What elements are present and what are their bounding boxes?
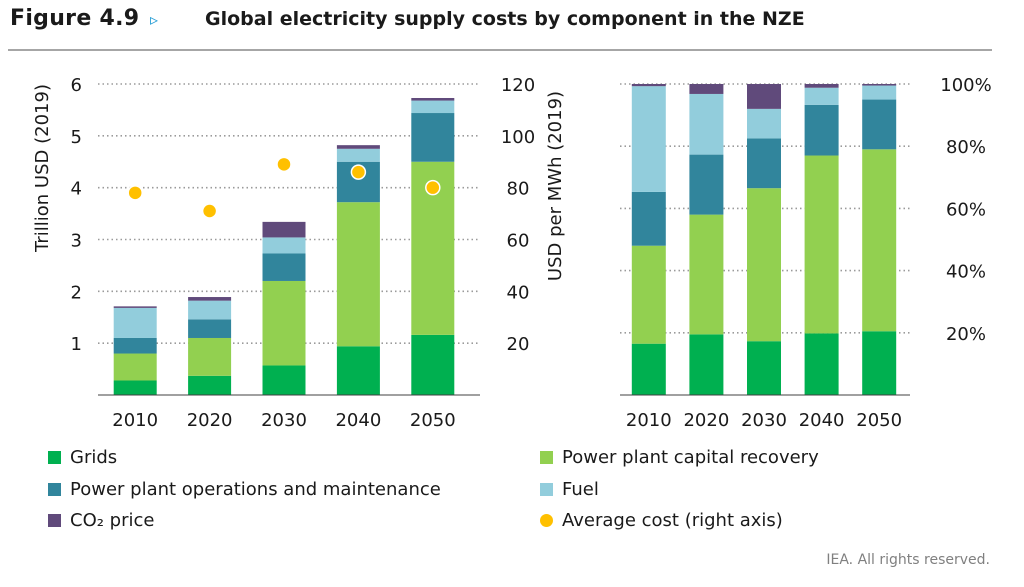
left-bar-co-price-2010 <box>113 306 157 308</box>
left-bar-power-plant-operations-and-maintenance-2050 <box>411 113 455 162</box>
left-bar-fuel-2050 <box>411 100 455 114</box>
right-bar-grids-2030 <box>747 341 781 395</box>
left-bar-co-price-2050 <box>411 97 455 101</box>
right-bar-fuel-2020 <box>689 93 724 155</box>
figure-title: Global electricity supply costs by compo… <box>205 8 805 30</box>
credit-text: IEA. All rights reserved. <box>826 552 990 568</box>
figure-arrow-icon: ▹ <box>150 10 159 29</box>
right-x-tick-label: 2030 <box>741 410 787 431</box>
left-y2-tick-label: 20 <box>507 334 530 355</box>
right-bar-grids-2050 <box>862 331 897 395</box>
right-y-tick-label: 20% <box>946 324 986 345</box>
left-bar-fuel-2030 <box>262 237 306 254</box>
right-bar-co-price-2010 <box>631 84 666 87</box>
right-bar-co-price-2020 <box>689 84 724 94</box>
left-x-tick-label: 2020 <box>187 410 233 431</box>
right-bar-power-plant-capital-recovery-2050 <box>862 149 897 332</box>
left-y-axis-label: Trillion USD (2019) <box>32 84 53 253</box>
right-bar-power-plant-operations-and-maintenance-2010 <box>631 191 666 246</box>
left-right-y-axis-label: USD per MWh (2019) <box>545 91 566 281</box>
left-y-tick-label: 6 <box>71 75 82 96</box>
left-y-tick-label: 5 <box>71 127 82 148</box>
left-x-tick-label: 2050 <box>410 410 456 431</box>
right-bar-grids-2010 <box>631 343 666 395</box>
right-bar-power-plant-capital-recovery-2020 <box>689 214 724 335</box>
right-bar-power-plant-operations-and-maintenance-2040 <box>804 104 839 156</box>
left-y2-tick-label: 120 <box>501 75 535 96</box>
left-bar-power-plant-operations-and-maintenance-2010 <box>113 337 157 354</box>
left-bar-grids-2020 <box>188 375 232 395</box>
left-bar-co-price-2030 <box>262 221 306 238</box>
left-average-cost-points <box>127 156 441 219</box>
left-bar-power-plant-capital-recovery-2020 <box>188 337 232 376</box>
right-bar-power-plant-operations-and-maintenance-2030 <box>747 138 781 189</box>
left-y2-tick-label: 40 <box>507 282 530 303</box>
right-bar-power-plant-capital-recovery-2010 <box>631 245 666 344</box>
right-bar-power-plant-operations-and-maintenance-2020 <box>689 154 724 215</box>
left-gridlines <box>98 83 480 344</box>
right-y-tick-label: 40% <box>946 262 986 283</box>
right-bar-power-plant-capital-recovery-2040 <box>804 155 839 334</box>
left-bar-grids-2010 <box>113 380 157 395</box>
right-x-tick-label: 2050 <box>856 410 902 431</box>
left-average-cost-point-2040 <box>350 164 367 180</box>
left-x-tick-label: 2030 <box>261 410 307 431</box>
left-bar-grids-2050 <box>411 334 455 395</box>
left-bars <box>113 97 455 395</box>
right-bar-power-plant-capital-recovery-2030 <box>747 188 781 342</box>
left-average-cost-point-2010 <box>127 185 143 201</box>
right-bar-fuel-2050 <box>862 85 897 100</box>
right-bar-power-plant-operations-and-maintenance-2050 <box>862 99 897 150</box>
left-bar-grids-2040 <box>336 346 380 395</box>
left-average-cost-point-2050 <box>425 179 441 196</box>
right-bar-fuel-2010 <box>631 86 666 192</box>
left-bar-fuel-2010 <box>113 307 157 338</box>
left-average-cost-point-2030 <box>276 156 292 173</box>
right-y-tick-label: 80% <box>946 137 986 158</box>
right-y-tick-label: 60% <box>946 199 986 220</box>
left-bar-power-plant-operations-and-maintenance-2030 <box>262 253 306 281</box>
right-bar-co-price-2030 <box>747 84 781 109</box>
left-bar-power-plant-capital-recovery-2040 <box>336 202 380 347</box>
left-y-tick-label: 2 <box>71 282 82 303</box>
right-x-tick-label: 2020 <box>683 410 729 431</box>
right-bar-grids-2020 <box>689 334 724 395</box>
right-bars <box>631 84 897 395</box>
left-bar-power-plant-capital-recovery-2010 <box>113 353 157 381</box>
left-bar-co-price-2040 <box>336 145 380 149</box>
right-x-tick-label: 2040 <box>799 410 845 431</box>
left-bar-grids-2030 <box>262 365 306 395</box>
right-axes: 20% 40% 60% 80% 100% 2010 2020 2030 2040 2050 <box>620 75 992 431</box>
header-divider <box>8 49 992 51</box>
right-bar-fuel-2040 <box>804 87 839 105</box>
right-bar-co-price-2040 <box>804 84 839 88</box>
left-y-tick-label: 4 <box>71 179 82 200</box>
left-y2-tick-label: 100 <box>501 127 535 148</box>
left-bar-power-plant-operations-and-maintenance-2020 <box>188 319 232 338</box>
right-y-tick-label: 100% <box>940 75 991 96</box>
figure-number: Figure 4.9 <box>10 6 140 31</box>
left-bar-power-plant-capital-recovery-2030 <box>262 280 306 366</box>
left-bar-fuel-2020 <box>188 300 232 320</box>
right-bar-fuel-2030 <box>747 108 781 139</box>
right-bar-co-price-2050 <box>862 84 897 86</box>
left-bar-co-price-2020 <box>188 297 232 301</box>
left-y-tick-label: 3 <box>71 231 82 252</box>
left-x-tick-label: 2040 <box>335 410 381 431</box>
left-y-tick-label: 1 <box>71 334 82 355</box>
left-x-tick-label: 2010 <box>112 410 158 431</box>
right-bar-grids-2040 <box>804 333 839 395</box>
right-x-tick-label: 2010 <box>626 410 672 431</box>
left-y2-tick-label: 80 <box>507 179 530 200</box>
figure-header: Figure 4.9 ▹ Global electricity supply c… <box>0 0 1024 52</box>
left-bar-fuel-2040 <box>336 148 380 162</box>
left-y2-tick-label: 60 <box>507 231 530 252</box>
left-average-cost-point-2020 <box>201 203 218 219</box>
